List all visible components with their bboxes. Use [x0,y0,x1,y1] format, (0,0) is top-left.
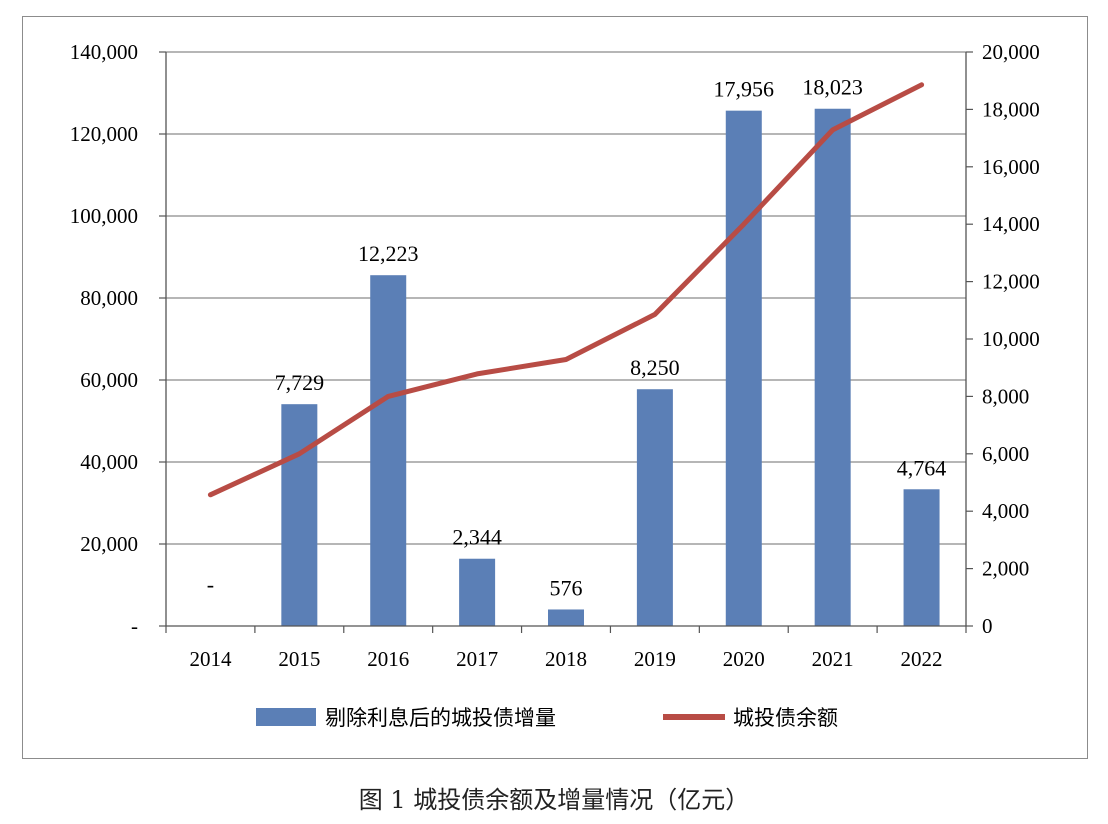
right-tick-label: 4,000 [982,499,1029,523]
bar-data-label: 2,344 [452,525,502,550]
balance-line [207,82,925,498]
bar [814,108,851,627]
x-tick-label: 2019 [634,647,676,671]
left-tick-label: 120,000 [70,122,138,146]
right-tick-label: 0 [982,614,993,638]
right-tick-label: 12,000 [982,270,1040,294]
x-tick-label: 2014 [189,647,232,671]
x-tick-label: 2021 [812,647,854,671]
left-tick-label: 100,000 [70,204,138,228]
bar-data-label: 8,250 [630,355,680,380]
bar-data-label: 12,223 [358,241,419,266]
left-tick-label: 20,000 [80,532,138,556]
bar-data-label: 17,956 [714,77,775,102]
x-tick-label: 2020 [723,647,765,671]
legend-bar-label: 剔除利息后的城投债增量 [325,706,556,730]
chart: - 20,000 40,000 60,000 80,000 100,000 120,000 1… [70,40,1040,730]
line-series [207,82,925,498]
right-tick-label: 20,000 [982,40,1040,64]
bar-series [281,108,940,627]
bar-data-label: 4,764 [897,455,947,480]
left-tick-label: - [131,614,138,638]
bar [725,110,762,627]
legend-line-label: 城投债余额 [733,706,838,730]
figure-caption: 图 1 城投债余额及增量情况（亿元） [358,786,750,814]
x-tick-label: 2017 [456,647,498,671]
left-tick-label: 60,000 [80,368,138,392]
x-tick-label: 2015 [278,647,320,671]
right-tick-label: 2,000 [982,557,1029,581]
x-tick-label: 2022 [901,647,943,671]
right-tick-label: 6,000 [982,442,1029,466]
bar [636,389,673,626]
axes: - 20,000 40,000 60,000 80,000 100,000 120,000 1… [70,40,1040,671]
x-tick-label: 2018 [545,647,587,671]
right-tick-label: 18,000 [982,97,1040,121]
x-tick-label: 2016 [367,647,409,671]
legend-bar-swatch [256,708,316,726]
right-tick-label: 14,000 [982,212,1040,236]
bar [903,489,940,626]
right-tick-label: 8,000 [982,384,1029,408]
bar [370,275,407,626]
bar-data-label: - [207,572,214,597]
bar [281,404,318,626]
right-tick-label: 10,000 [982,327,1040,351]
bar-data-label: 7,729 [275,370,325,395]
bar-data-label: 576 [550,575,583,600]
legend: 剔除利息后的城投债增量 城投债余额 [256,706,838,730]
bar [459,558,496,626]
chart-frame: - 20,000 40,000 60,000 80,000 100,000 120,000 1… [22,16,1088,759]
left-tick-label: 40,000 [80,450,138,474]
left-tick-label: 140,000 [70,40,138,64]
left-tick-label: 80,000 [80,286,138,310]
right-tick-label: 16,000 [982,155,1040,179]
bar-data-label: 18,023 [802,75,863,100]
bar [548,609,584,626]
data-labels: - 7,729 12,223 2,344 576 8,250 17,956 18,023 4,7… [207,75,947,601]
